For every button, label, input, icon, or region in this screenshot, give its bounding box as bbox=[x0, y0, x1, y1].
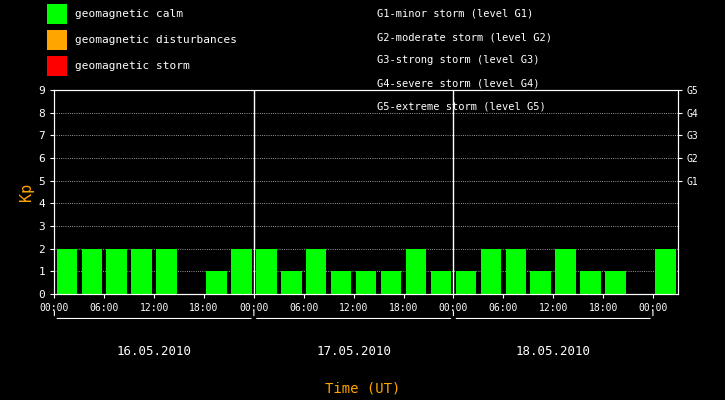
Bar bbox=[231, 249, 252, 294]
Text: Time (UT): Time (UT) bbox=[325, 382, 400, 396]
Bar bbox=[655, 249, 676, 294]
Text: geomagnetic storm: geomagnetic storm bbox=[75, 61, 189, 71]
Bar bbox=[306, 249, 326, 294]
Bar bbox=[256, 249, 277, 294]
Text: G1-minor storm (level G1): G1-minor storm (level G1) bbox=[377, 9, 534, 19]
Text: 18.05.2010: 18.05.2010 bbox=[515, 345, 591, 358]
Bar bbox=[107, 249, 127, 294]
Text: G5-extreme storm (level G5): G5-extreme storm (level G5) bbox=[377, 102, 546, 112]
Text: geomagnetic calm: geomagnetic calm bbox=[75, 9, 183, 19]
Bar bbox=[505, 249, 526, 294]
Text: G3-strong storm (level G3): G3-strong storm (level G3) bbox=[377, 56, 539, 66]
Bar bbox=[531, 271, 551, 294]
Bar bbox=[356, 271, 376, 294]
Bar bbox=[281, 271, 302, 294]
Text: G4-severe storm (level G4): G4-severe storm (level G4) bbox=[377, 78, 539, 89]
Bar bbox=[131, 249, 152, 294]
Y-axis label: Kp: Kp bbox=[20, 183, 34, 201]
Bar bbox=[481, 249, 501, 294]
Bar bbox=[331, 271, 352, 294]
Text: 16.05.2010: 16.05.2010 bbox=[117, 345, 191, 358]
Bar bbox=[381, 271, 402, 294]
Bar bbox=[406, 249, 426, 294]
Text: geomagnetic disturbances: geomagnetic disturbances bbox=[75, 35, 236, 45]
Bar bbox=[157, 249, 177, 294]
Bar bbox=[57, 249, 77, 294]
Bar bbox=[431, 271, 451, 294]
Bar bbox=[580, 271, 601, 294]
Text: 17.05.2010: 17.05.2010 bbox=[316, 345, 392, 358]
Bar bbox=[555, 249, 576, 294]
Text: G2-moderate storm (level G2): G2-moderate storm (level G2) bbox=[377, 32, 552, 42]
Bar bbox=[605, 271, 626, 294]
Bar bbox=[206, 271, 227, 294]
Bar bbox=[81, 249, 102, 294]
Bar bbox=[455, 271, 476, 294]
